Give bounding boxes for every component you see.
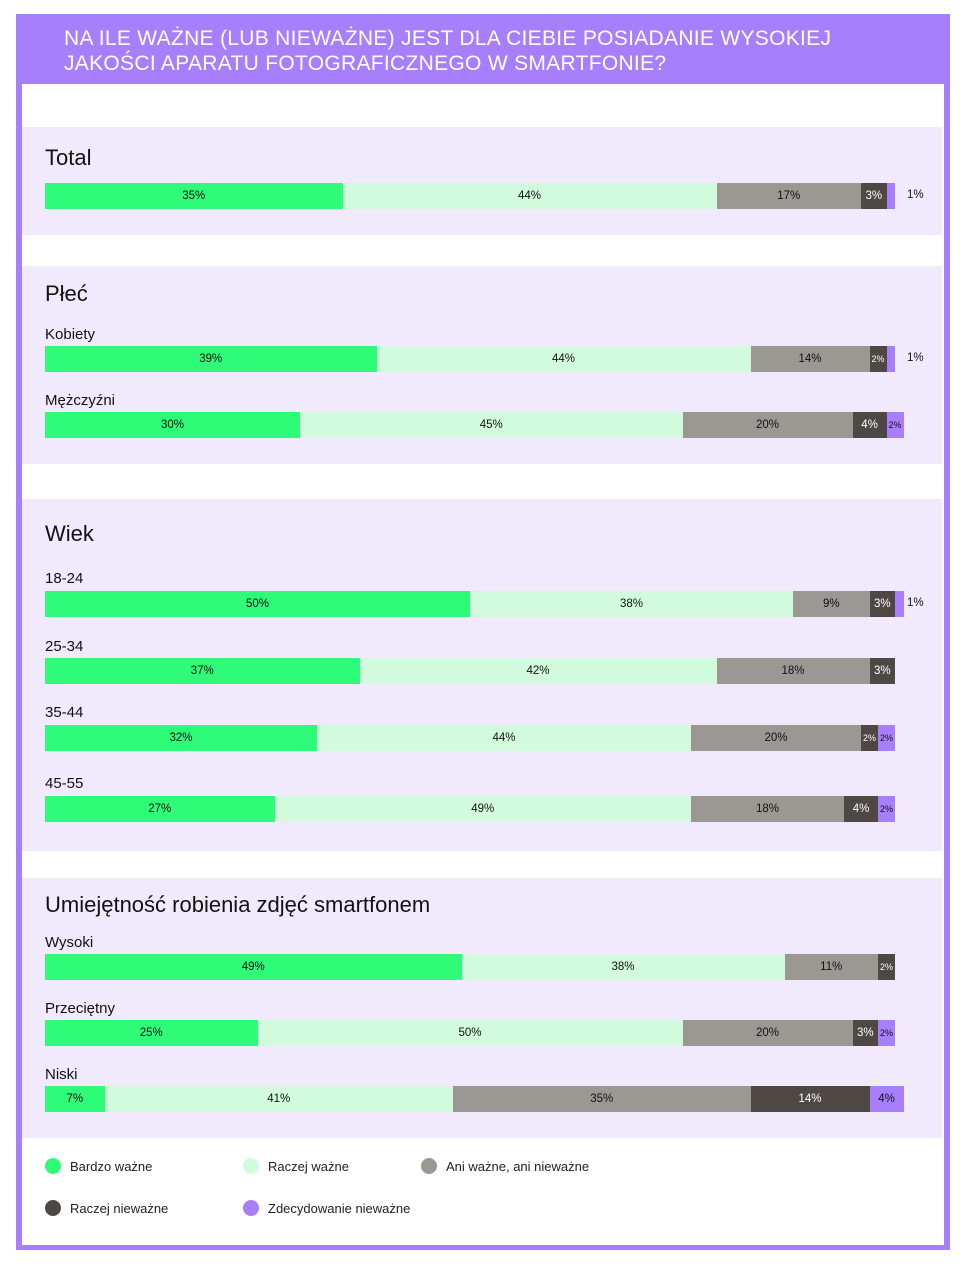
chart-title: Na ile ważne (lub nieważne) jest dla cie… — [64, 27, 832, 75]
bar-segment: 2% — [878, 1020, 895, 1046]
bar-segment: 32% — [45, 725, 317, 751]
section-title: Total — [45, 145, 92, 170]
bar-segment: 3% — [861, 183, 887, 209]
legend-swatch-ani — [421, 1158, 437, 1174]
bar-segment: 44% — [376, 346, 751, 372]
bar-segment: 25% — [45, 1020, 258, 1046]
legend-item-raczej-nie: Raczej nieważne — [45, 1200, 168, 1216]
legend-label: Raczej nieważne — [70, 1200, 169, 1216]
bar-segment: 44% — [317, 725, 691, 751]
bar-segment: 3% — [869, 658, 895, 684]
legend-item-zdecydowanie-nie: Zdecydowanie nieważne — [243, 1200, 410, 1216]
legend-item-bardzo: Bardzo ważne — [45, 1158, 152, 1174]
legend-label: Ani ważne, ani nieważne — [446, 1158, 590, 1174]
bar-segment: 17% — [716, 183, 861, 209]
section-title: Wiek — [45, 521, 94, 546]
bar-segment: 20% — [682, 412, 853, 438]
row-label: Wysoki — [45, 934, 94, 951]
bar-segment: 2% — [869, 346, 887, 372]
legend-swatch-raczej-nie — [45, 1200, 61, 1216]
row-label: Mężczyźni — [45, 392, 116, 409]
bar-segment: 35% — [453, 1086, 751, 1112]
stacked-bar: 39% 44% 14% 2% — [45, 346, 895, 372]
legend-item-ani: Ani ważne, ani nieważne — [421, 1158, 589, 1174]
legend: Bardzo ważne Raczej ważne Ani ważne, ani… — [0, 1156, 960, 1236]
row-label: Przeciętny — [45, 1000, 116, 1017]
bar-segment: 38% — [470, 591, 793, 617]
bar-segment: 3% — [852, 1020, 878, 1046]
legend-label: Zdecydowanie nieważne — [268, 1200, 411, 1216]
bar-segment: 42% — [359, 658, 717, 684]
bar-segment: 3% — [869, 591, 895, 617]
bar-segment: 4% — [852, 412, 887, 438]
stacked-bar: 27% 49% 18% 4% 2% — [45, 796, 895, 822]
stacked-bar: 25% 50% 20% 3% 2% — [45, 1020, 895, 1046]
bar-segment: 18% — [691, 796, 844, 822]
legend-label: Bardzo ważne — [70, 1158, 153, 1174]
section-title: Płeć — [45, 281, 88, 306]
data-label-outside: 1% — [907, 352, 924, 364]
bar-segment: 2% — [861, 725, 878, 751]
stacked-bar: 50% 38% 9% 3% — [45, 591, 904, 617]
bar-segment: 2% — [878, 796, 895, 822]
bar-segment: 30% — [45, 412, 300, 438]
bar-segment: 4% — [869, 1086, 904, 1112]
bar-segment: 2% — [886, 412, 904, 438]
legend-swatch-zdecydowanie-nie — [243, 1200, 259, 1216]
bar-segment: 2% — [878, 725, 895, 751]
bar-segment: 50% — [257, 1020, 683, 1046]
row-label: 45-55 — [45, 775, 84, 792]
bar-segment: 27% — [45, 796, 275, 822]
stacked-bar: 49% 38% 11% 2% — [45, 954, 895, 980]
bar-segment: 20% — [682, 1020, 853, 1046]
bar-segment: 50% — [45, 591, 470, 617]
bar-segment: 41% — [104, 1086, 453, 1112]
legend-swatch-raczej — [243, 1158, 259, 1174]
bar-segment: 39% — [45, 346, 377, 372]
bar-segment: 2% — [878, 954, 895, 980]
bar-segment: 18% — [716, 658, 870, 684]
section-title: Umiejętność robienia zdjęć smartfonem — [45, 892, 431, 917]
bar-segment: 14% — [750, 1086, 870, 1112]
bar-segment: 37% — [45, 658, 360, 684]
stacked-bar: 7% 41% 35% 14% 4% — [45, 1086, 904, 1112]
legend-swatch-bardzo — [45, 1158, 61, 1174]
bar-segment: 14% — [750, 346, 870, 372]
bar-segment — [886, 183, 895, 209]
bar-segment: 49% — [274, 796, 691, 822]
data-label-outside: 1% — [907, 597, 924, 609]
stacked-bar: 32% 44% 20% 2% 2% — [45, 725, 895, 751]
bar-segment: 20% — [691, 725, 861, 751]
bar-segment: 11% — [784, 954, 878, 980]
stacked-bar: 30% 45% 20% 4% 2% — [45, 412, 904, 438]
legend-label: Raczej ważne — [268, 1158, 349, 1174]
row-label: 18-24 — [45, 570, 84, 587]
bar-segment — [895, 591, 904, 617]
bar-segment: 44% — [342, 183, 717, 209]
bar-segment — [886, 346, 895, 372]
bar-segment: 38% — [461, 954, 785, 980]
legend-item-raczej: Raczej ważne — [243, 1158, 349, 1174]
row-label: 25-34 — [45, 638, 84, 655]
row-label: Kobiety — [45, 326, 96, 343]
bar-segment: 49% — [45, 954, 462, 980]
stacked-bar: 37% 42% 18% 3% — [45, 658, 895, 684]
panel-total — [22, 127, 942, 235]
stacked-bar: 35% 44% 17% 3% — [45, 183, 895, 209]
bar-segment: 4% — [844, 796, 878, 822]
bar-segment: 45% — [300, 412, 683, 438]
row-label: 35-44 — [45, 704, 84, 721]
bar-segment: 35% — [45, 183, 343, 209]
data-label-outside: 1% — [907, 189, 924, 201]
bar-segment: 7% — [45, 1086, 105, 1112]
row-label: Niski — [45, 1066, 78, 1083]
bar-segment: 9% — [793, 591, 870, 617]
